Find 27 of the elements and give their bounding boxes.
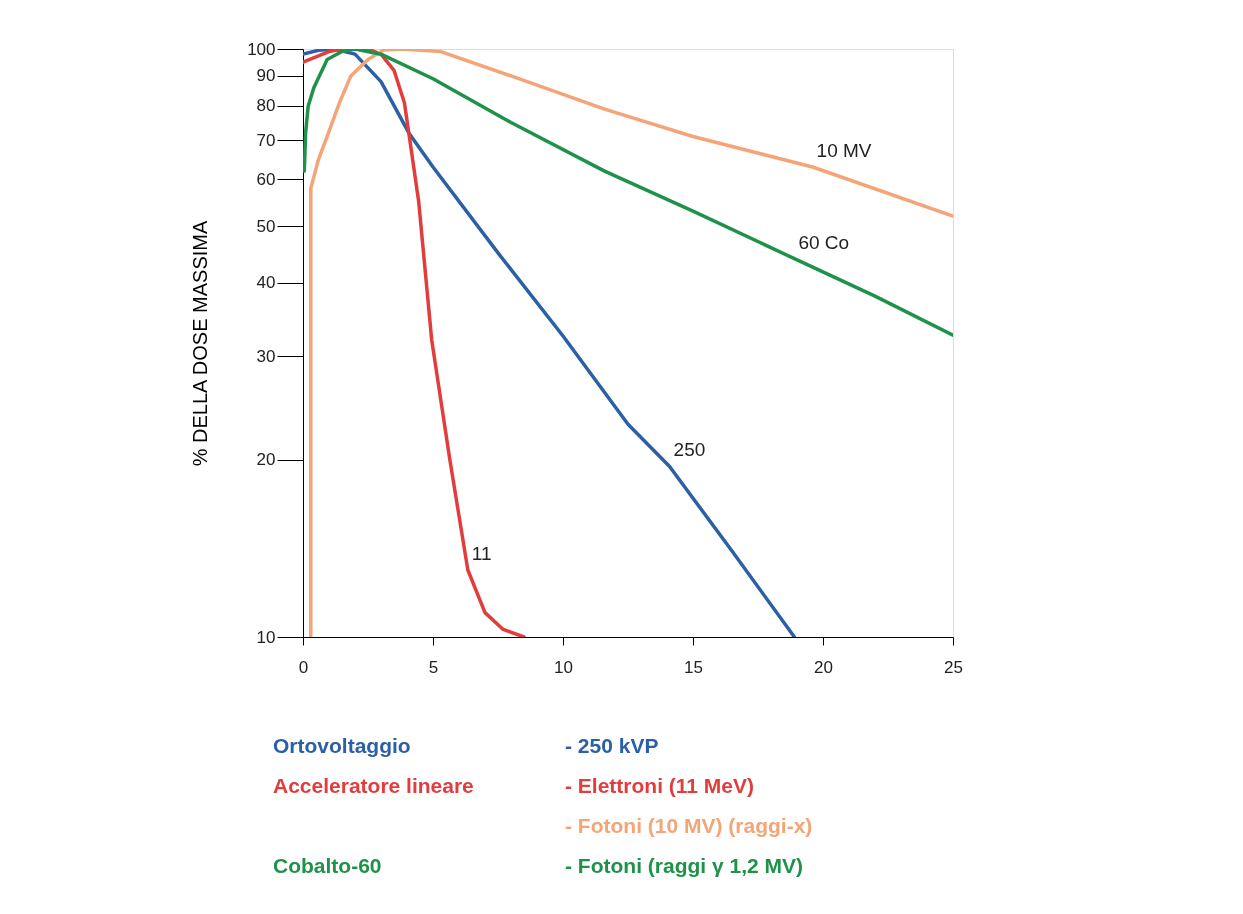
annotation: 11 [471, 543, 492, 564]
text: Cobalto-60 - Fotoni (raggi γ 1,2 MV) [273, 854, 804, 877]
y-tick-label: 30 [256, 346, 276, 366]
x-tick-label: 20 [814, 657, 833, 677]
x-tick-label: 15 [684, 657, 703, 677]
x-tick-label: 0 [298, 657, 309, 677]
y-axis-title: % DELLA DOSE MASSIMA [189, 220, 212, 467]
x-tick-label: 10 [554, 657, 573, 677]
line-series [309, 49, 953, 637]
y-tick-label: 40 [256, 273, 276, 293]
y-tick-label: 100 [247, 39, 276, 59]
y-tick-label: 90 [256, 66, 276, 86]
x-tick-label: 5 [428, 657, 439, 677]
annotation: 10 MV [816, 139, 872, 161]
y-tick-label: 20 [256, 450, 276, 470]
text: Acceleratore lineare - Elettroni (11 MeV) [273, 774, 755, 797]
annotation: 60 Co [798, 231, 850, 253]
text: - Fotoni (10 MV) (raggi-x) [565, 814, 813, 837]
x-tick-label: 25 [944, 657, 963, 677]
text: Ortovoltaggio - 250 kVP [273, 734, 659, 757]
y-tick-label: 70 [256, 130, 276, 150]
y-tick-label: 50 [256, 216, 276, 236]
line-series [303, 49, 953, 337]
y-tick-label: 80 [256, 96, 276, 116]
annotation: 250 [673, 439, 706, 461]
y-tick-label: 60 [256, 169, 276, 189]
y-tick-label: 10 [256, 627, 276, 647]
